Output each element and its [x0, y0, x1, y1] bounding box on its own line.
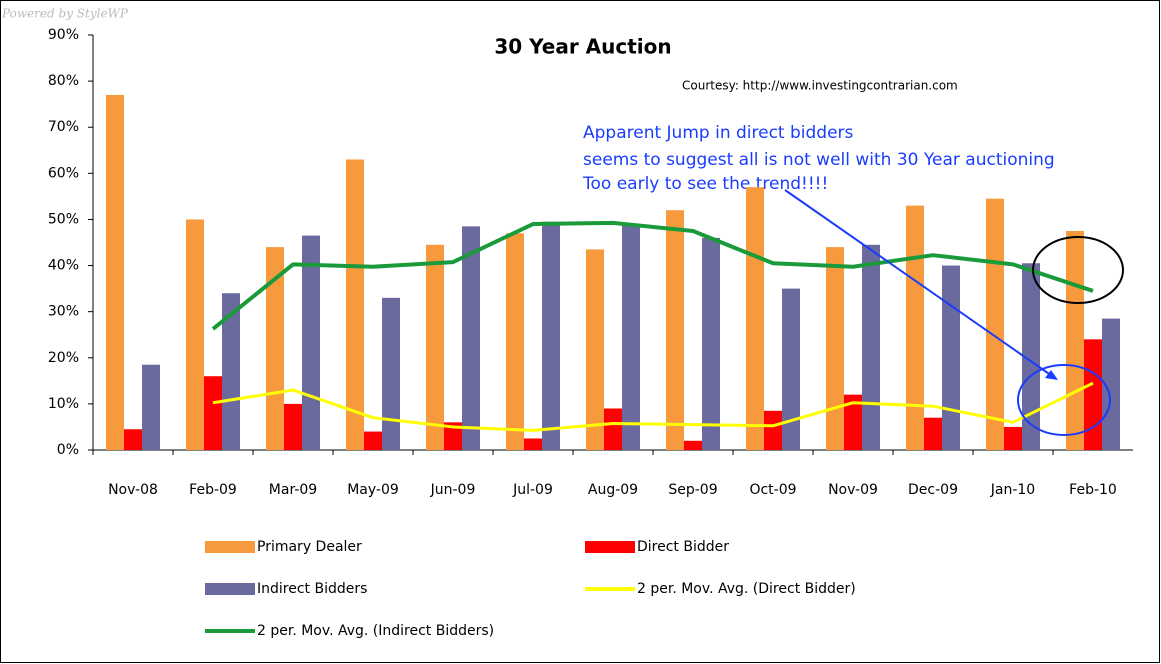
y-tick-label: 50%	[48, 211, 79, 227]
arrow-head	[1045, 370, 1058, 380]
bar	[302, 235, 320, 450]
line-series	[211, 220, 1094, 331]
legend-swatch	[205, 583, 255, 595]
highlight-ellipse	[1017, 364, 1111, 436]
bar	[844, 394, 862, 450]
bar	[666, 210, 684, 450]
x-tick-label: Jul-09	[512, 482, 553, 498]
bar	[1066, 230, 1084, 450]
x-tick-label: Dec-09	[908, 482, 958, 498]
x-tick-label: Mar-09	[269, 482, 317, 498]
bar	[1102, 318, 1120, 450]
courtesy: Courtesy: http://www.investingcontrarian…	[682, 79, 958, 93]
y-tick-label: 70%	[48, 119, 79, 135]
x-tick-label: Jun-09	[430, 482, 476, 498]
x-tick-label: Sep-09	[668, 482, 717, 498]
bar	[586, 249, 604, 450]
bar	[506, 233, 524, 450]
bar	[906, 205, 924, 450]
bar	[986, 198, 1004, 450]
y-tick-label: 30%	[48, 304, 79, 320]
bar	[444, 422, 462, 450]
bar	[542, 221, 560, 450]
bar	[942, 265, 960, 450]
bar	[426, 244, 444, 450]
bar	[106, 94, 124, 450]
legend-swatch	[205, 541, 255, 553]
bar	[826, 247, 844, 450]
y-tick-label: 10%	[48, 396, 79, 412]
bar	[222, 293, 240, 450]
legend-swatch	[585, 541, 635, 553]
legend-label: 2 per. Mov. Avg. (Direct Bidder)	[637, 581, 856, 597]
bar	[1084, 339, 1102, 450]
bar	[604, 408, 622, 450]
bar	[1004, 426, 1022, 450]
y-tick-label: 0%	[57, 442, 79, 458]
annotation: seems to suggest all is not well with 30…	[583, 150, 1055, 170]
legend-label: 2 per. Mov. Avg. (Indirect Bidders)	[257, 623, 494, 639]
y-tick-label: 90%	[48, 27, 79, 43]
chart-title: 30 Year Auction	[494, 35, 671, 59]
bar	[382, 297, 400, 450]
arrow	[784, 189, 1056, 379]
bar	[346, 159, 364, 450]
legend-label: Direct Bidder	[637, 539, 729, 555]
bar	[186, 219, 204, 450]
bar	[924, 417, 942, 450]
y-tick-label: 80%	[48, 73, 79, 89]
x-tick-label: Feb-09	[189, 482, 237, 498]
bar	[782, 288, 800, 450]
line-series	[212, 381, 1094, 432]
bar	[764, 410, 782, 450]
bar	[524, 438, 542, 450]
bar	[204, 376, 222, 450]
legend-label: Primary Dealer	[257, 539, 362, 555]
x-tick-label: May-09	[347, 482, 399, 498]
x-tick-label: Aug-09	[588, 482, 638, 498]
bar	[462, 226, 480, 450]
y-tick-label: 60%	[48, 165, 79, 181]
highlight-ellipse	[1032, 236, 1124, 304]
annotation: Too early to see the trend!!!!	[582, 174, 828, 194]
annotation: Apparent Jump in direct bidders	[583, 123, 854, 143]
bar	[142, 364, 160, 450]
bar	[266, 247, 284, 450]
bar	[746, 187, 764, 450]
bar	[622, 224, 640, 450]
bar	[284, 403, 302, 450]
bar	[862, 244, 880, 450]
x-tick-label: Oct-09	[749, 482, 796, 498]
x-tick-label: Jan-10	[990, 482, 1035, 498]
bar	[364, 431, 382, 450]
x-tick-label: Feb-10	[1069, 482, 1117, 498]
bar	[1022, 263, 1040, 450]
legend-label: Indirect Bidders	[257, 581, 367, 597]
x-tick-label: Nov-08	[108, 482, 158, 498]
x-tick-label: Nov-09	[828, 482, 878, 498]
bar	[124, 429, 142, 450]
y-tick-label: 20%	[48, 350, 79, 366]
bar	[684, 440, 702, 450]
y-tick-label: 40%	[48, 258, 79, 274]
watermark: Powered by StyleWP	[1, 7, 129, 21]
bar	[702, 237, 720, 450]
